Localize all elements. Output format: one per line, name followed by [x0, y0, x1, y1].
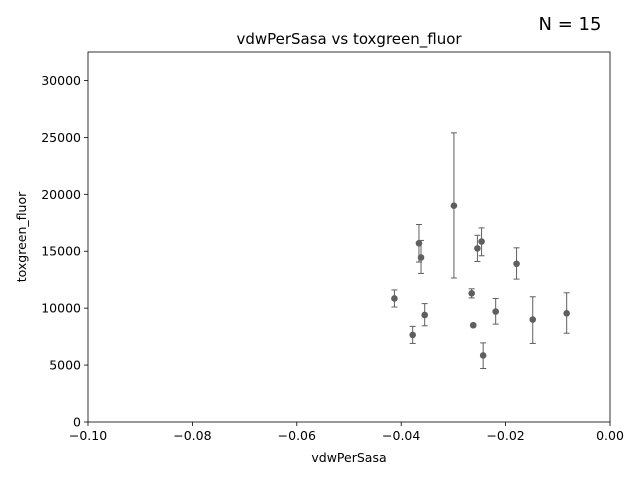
y-tick-label: 5000 [49, 358, 81, 373]
x-tick-label: 0.00 [596, 428, 624, 443]
plot-area: −0.10 −0.08 −0.06 −0.04 −0.02 0.00 0 5000 10000 1… [41, 51, 624, 443]
data-point [492, 308, 499, 315]
data-point [468, 290, 475, 297]
x-axis-title: vdwPerSasa [311, 450, 386, 465]
data-point [529, 316, 537, 323]
y-tick-label: 15000 [41, 244, 81, 259]
axes-frame [87, 51, 611, 423]
x-tick-label: −0.10 [69, 428, 107, 443]
data-point [417, 254, 425, 261]
data-point [469, 321, 477, 329]
data-point [478, 238, 485, 245]
x-tick-label: −0.04 [382, 428, 420, 443]
y-tick-label: 10000 [41, 301, 81, 316]
x-tick-label: −0.02 [486, 428, 524, 443]
data-point [409, 331, 416, 339]
y-tick-label: 0 [73, 415, 81, 430]
y-tick-label: 25000 [41, 130, 81, 145]
y-tick-label: 20000 [41, 187, 81, 202]
data-point [421, 311, 428, 319]
x-tick-label: −0.08 [173, 428, 211, 443]
data-point [474, 245, 481, 252]
sample-size-annotation: N = 15 [539, 14, 602, 35]
x-tick-label: −0.06 [278, 428, 316, 443]
y-axis-title: toxgreen_fluor [14, 191, 29, 282]
y-tick-label: 30000 [41, 73, 81, 88]
data-point [479, 352, 487, 359]
data-point [450, 202, 458, 209]
data-point [391, 295, 398, 302]
data-point [563, 309, 570, 317]
chart-title: vdwPerSasa vs toxgreen_fluor [236, 30, 462, 49]
data-point [513, 260, 520, 268]
